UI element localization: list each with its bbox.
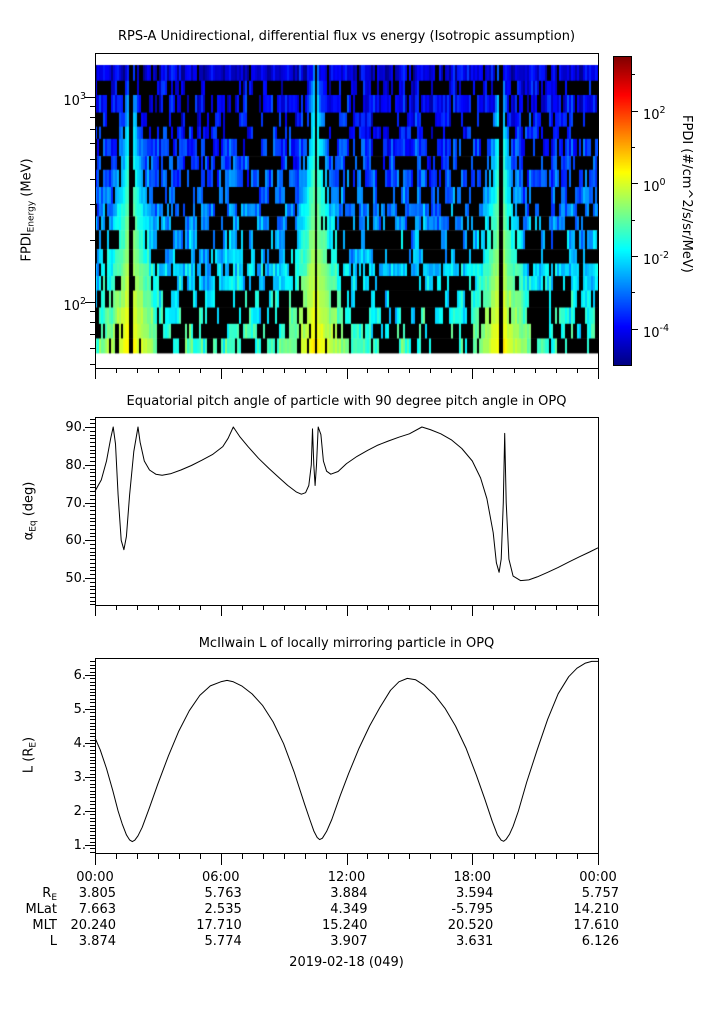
colorbar-axis-label: FPDI (#/cm^2/s/sr/MeV) xyxy=(679,115,694,273)
energy-tick-label: 103 xyxy=(63,91,86,110)
ephemeris-value: 5.763 xyxy=(204,886,242,901)
l-tick-label: 1. xyxy=(73,838,86,853)
pitch-angle-title: Equatorial pitch angle of particle with … xyxy=(126,394,567,409)
time-tick-label: 00:00 xyxy=(76,870,114,885)
energy-tick-label: 102 xyxy=(63,296,86,315)
ephemeris-value: 5.757 xyxy=(581,886,619,901)
l-tick-label: 4. xyxy=(73,736,86,751)
time-tick-label: 18:00 xyxy=(453,870,491,885)
ephemeris-value: 4.349 xyxy=(330,901,368,917)
mcilwain-l-title: McIlwain L of locally mirroring particle… xyxy=(198,636,495,651)
l-tick-label: 2. xyxy=(73,804,86,819)
ephemeris-value: 2.535 xyxy=(204,901,242,917)
colorbar-tick-label: 10-4 xyxy=(643,322,670,341)
colorbar-tick-label: 102 xyxy=(643,104,666,123)
ephemeris-value: 7.663 xyxy=(78,901,116,917)
ephemeris-value: 3.805 xyxy=(78,886,116,901)
ephemeris-value: 14.210 xyxy=(573,901,620,917)
colorbar-tick-label: 10-2 xyxy=(643,249,670,268)
ephemeris-value: 3.874 xyxy=(78,934,116,949)
spectrogram-title: RPS-A Unidirectional, differential flux … xyxy=(117,29,576,44)
ephemeris-value: 15.240 xyxy=(322,917,368,933)
ephemeris-row-label: MLat xyxy=(25,901,57,917)
ephemeris-value: 20.520 xyxy=(447,917,494,933)
date-label: 2019-02-18 (049) xyxy=(289,955,404,970)
ephemeris-value: 3.631 xyxy=(456,934,494,949)
ephemeris-value: 5.774 xyxy=(204,934,242,949)
pitch-angle-tick-label: 80. xyxy=(65,457,86,473)
time-tick-label: 12:00 xyxy=(327,870,366,885)
ephemeris-value: 3.884 xyxy=(330,886,368,901)
time-tick-label: 00:00 xyxy=(579,870,617,885)
ephemeris-row-label: L xyxy=(49,934,57,949)
ephemeris-row-label: RE xyxy=(42,886,57,903)
ephemeris-value: 17.710 xyxy=(196,917,242,933)
ephemeris-value: 6.126 xyxy=(581,934,619,949)
time-tick-label: 06:00 xyxy=(202,870,240,885)
pitch-angle-tick-label: 50. xyxy=(65,571,86,586)
ephemeris-row-label: MLT xyxy=(32,917,57,933)
ephemeris-value: -5.795 xyxy=(451,901,494,917)
ephemeris-value: 3.907 xyxy=(330,934,368,949)
pitch-angle-tick-label: 70. xyxy=(65,495,86,511)
l-tick-label: 5. xyxy=(73,702,86,717)
ephemeris-value: 17.610 xyxy=(573,917,620,933)
l-tick-label: 6. xyxy=(73,668,86,683)
l-tick-label: 3. xyxy=(73,770,86,785)
colorbar-tick-label: 100 xyxy=(643,177,666,196)
ephemeris-value: 20.240 xyxy=(70,917,117,933)
ephemeris-value: 3.594 xyxy=(456,886,494,901)
pitch-angle-tick-label: 60. xyxy=(65,533,86,549)
pitch-angle-tick-label: 90. xyxy=(65,420,86,435)
